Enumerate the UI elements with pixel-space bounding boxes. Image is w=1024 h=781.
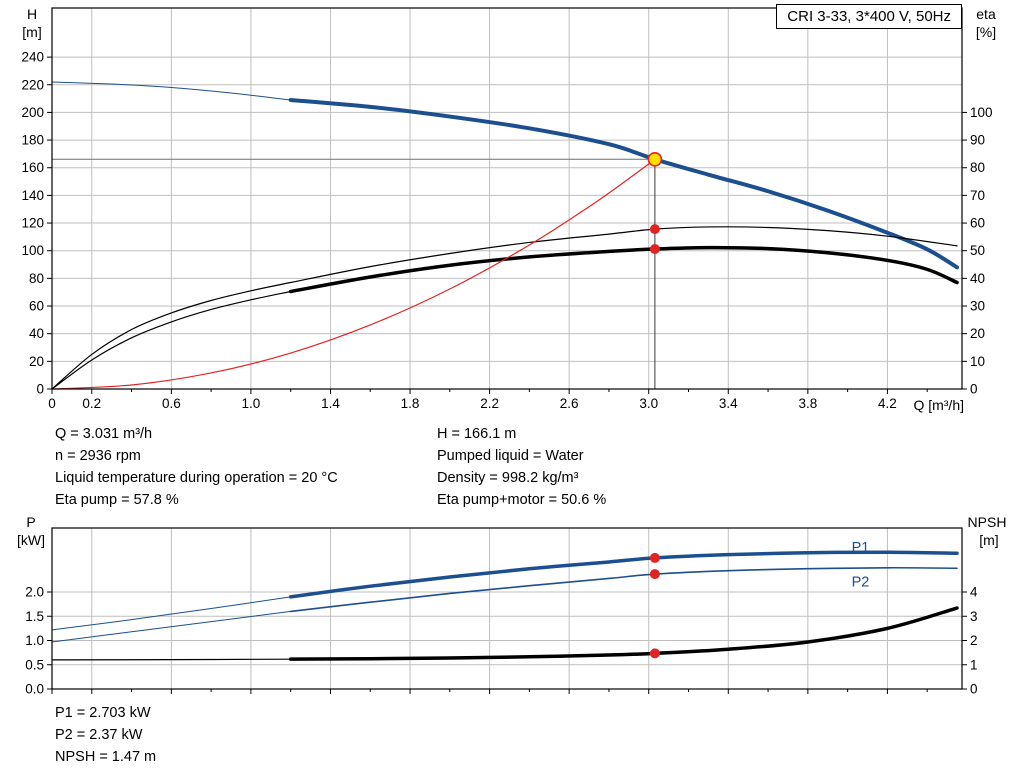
power-npsh-chart-frame	[51, 527, 963, 690]
x-tick-label: 0.6	[162, 396, 181, 411]
eta-pump-motor-lead	[51, 290, 292, 390]
x-tick-label: 4.2	[878, 396, 897, 411]
duty-info-column-2: H = 166.1 m Pumped liquid = Water Densit…	[437, 423, 606, 511]
p1-value: P1 = 2.703 kW	[55, 705, 151, 721]
p1-curve-lead	[51, 596, 292, 631]
eta-pump-curve	[51, 226, 958, 390]
y-left-tick-label: 220	[21, 77, 44, 92]
y-right-tick-label: 40	[970, 271, 985, 286]
y-left-tick-label: 0	[36, 382, 44, 397]
y-left-tick-label: 80	[29, 271, 44, 286]
p2-point	[649, 569, 660, 580]
x-tick-label: 2.2	[480, 396, 499, 411]
qh-eta-chart-frame	[51, 7, 963, 390]
y-left-tick-label: 60	[29, 299, 44, 314]
y-left-tick-label: 100	[21, 243, 44, 258]
y-right-tick-label: 3	[970, 609, 978, 624]
x-tick-label: 1.8	[401, 396, 420, 411]
head-value: H = 166.1 m	[437, 426, 517, 442]
x-tick-label: 3.4	[719, 396, 738, 411]
hq-curve-lead	[51, 81, 292, 101]
y-left-tick-label: 120	[21, 216, 44, 231]
y-left-tick-label: 200	[21, 105, 44, 120]
p2-curve-label: P2	[852, 574, 870, 590]
y-right-tick-label: 30	[970, 299, 985, 314]
y-left-tick-label: 1.5	[25, 609, 44, 624]
p1-point	[649, 552, 660, 563]
power-info-column: P1 = 2.703 kW P2 = 2.37 kW NPSH = 1.47 m	[55, 702, 156, 768]
y-left-tick-label: 2.0	[25, 585, 44, 600]
y-right-tick-label: 80	[970, 160, 985, 175]
density-value: Density = 998.2 kg/m³	[437, 470, 579, 486]
y-left-tick-label: 180	[21, 133, 44, 148]
y-right-tick-label: 10	[970, 354, 985, 369]
y-right-tick-label: 20	[970, 326, 985, 341]
x-tick-label: 1.0	[242, 396, 261, 411]
pumped-liquid-value: Pumped liquid = Water	[437, 448, 584, 464]
y-left-tick-label: 0.0	[25, 682, 44, 697]
x-tick-label: 0.2	[82, 396, 101, 411]
p2-value: P2 = 2.37 kW	[55, 727, 143, 743]
operating-curve	[51, 158, 656, 390]
x-tick-label: 0	[48, 396, 56, 411]
x-tick-label: 3.8	[798, 396, 817, 411]
eta-pump-motor-point	[649, 244, 660, 255]
npsh-curve-lead	[51, 658, 292, 661]
npsh-axis-unit-label: NPSH [m]	[967, 514, 1007, 548]
y-left-tick-label: 240	[21, 50, 44, 65]
npsh-curve	[288, 606, 959, 661]
eta-pump-motor-value: Eta pump+motor = 50.6 %	[437, 492, 607, 508]
y-right-tick-label: 90	[970, 133, 985, 148]
x-tick-label: 2.6	[560, 396, 579, 411]
p2-curve	[289, 566, 958, 613]
y-left-tick-label: 20	[29, 354, 44, 369]
p1-curve-label: P1	[852, 540, 870, 556]
y-left-tick-label: 160	[21, 160, 44, 175]
duty-info-column-1: Q = 3.031 m³/h n = 2936 rpm Liquid tempe…	[55, 423, 338, 511]
y-right-tick-label: 0	[970, 682, 978, 697]
h-axis-unit-label: H [m]	[22, 6, 42, 40]
x-tick-label: 1.4	[321, 396, 340, 411]
y-right-tick-label: 60	[970, 216, 985, 231]
eta-axis-unit-label: eta [%]	[975, 6, 997, 40]
npsh-point	[649, 648, 660, 659]
y-right-tick-label: 100	[970, 105, 993, 120]
y-right-tick-label: 0	[970, 382, 978, 397]
y-right-tick-label: 50	[970, 243, 985, 258]
y-left-tick-label: 140	[21, 188, 44, 203]
y-right-tick-label: 1	[970, 657, 978, 672]
p1-curve	[288, 550, 959, 599]
y-right-tick-label: 70	[970, 188, 985, 203]
eta-pump-point	[649, 224, 660, 235]
npsh-value: NPSH = 1.47 m	[55, 749, 157, 765]
pump-type-box: CRI 3-33, 3*400 V, 50Hz	[776, 4, 962, 29]
y-right-tick-label: 2	[970, 633, 978, 648]
q-axis-unit-label: Q [m³/h]	[913, 397, 964, 413]
flow-value: Q = 3.031 m³/h	[55, 426, 153, 442]
p2-curve-lead	[51, 610, 292, 643]
x-tick-label: 3.0	[639, 396, 658, 411]
p-axis-unit-label: P [kW]	[17, 514, 45, 548]
speed-value: n = 2936 rpm	[55, 448, 141, 464]
hq-curve	[288, 97, 960, 270]
y-left-tick-label: 40	[29, 326, 44, 341]
y-left-tick-label: 0.5	[25, 657, 44, 672]
y-right-tick-label: 4	[970, 585, 978, 600]
eta-pump-value: Eta pump = 57.8 %	[55, 492, 179, 508]
eta-pump-motor-curve	[288, 245, 959, 294]
y-left-tick-label: 1.0	[25, 633, 44, 648]
duty-point[interactable]	[647, 151, 663, 167]
liquid-temperature-value: Liquid temperature during operation = 20…	[55, 470, 338, 486]
